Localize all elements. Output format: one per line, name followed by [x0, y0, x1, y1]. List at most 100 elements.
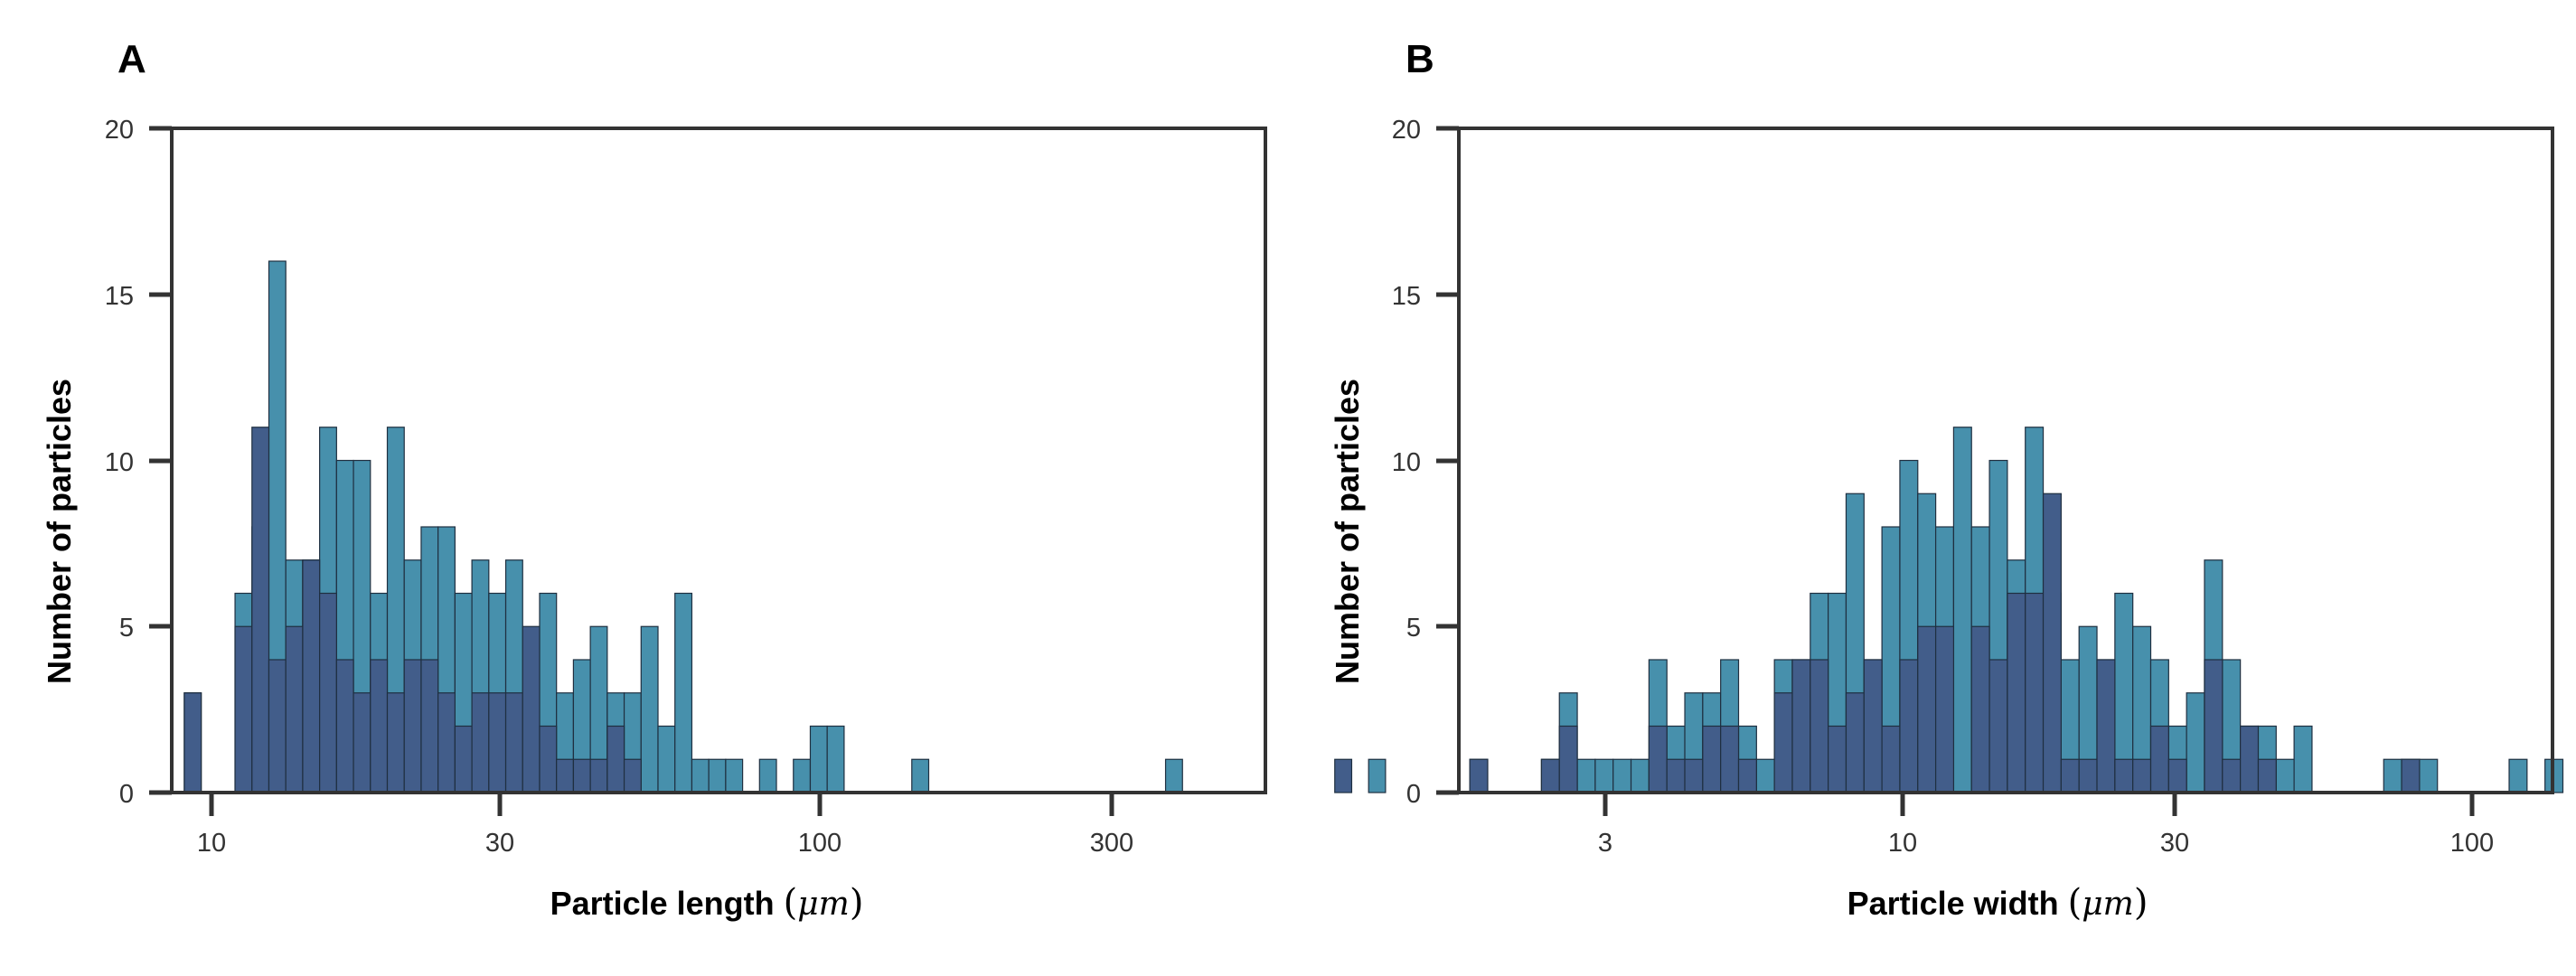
histogram-bar-subset-a	[1334, 758, 1353, 793]
histogram-bar-subset-a	[471, 692, 490, 793]
y-axis-title-a: Number of particles	[41, 379, 78, 684]
histogram-bar-subset-a	[556, 758, 575, 793]
histogram-bar-subset-a	[302, 559, 321, 793]
y-tick-label-15-a: 15	[105, 282, 134, 311]
histogram-bar-subset-b	[1773, 692, 1793, 793]
histogram-bar-subset-b	[1810, 659, 1829, 793]
y-tick-label-0-b: 0	[1406, 780, 1421, 809]
histogram-bar-subset-a	[572, 758, 591, 793]
histogram-bar-total-b	[2275, 758, 2295, 793]
x-tick-label-30-b: 30	[2160, 829, 2189, 858]
y-tick-label-5-a: 5	[119, 614, 134, 643]
histogram-bar-subset-b	[1899, 659, 1919, 793]
histogram-bar-subset-b	[1970, 625, 1990, 793]
x-axis-title-a: Particle length (μm)	[550, 882, 864, 924]
histogram-bar-subset-b	[1863, 659, 1883, 793]
histogram-bar-total-b	[2508, 758, 2528, 793]
histogram-bar-subset-a	[437, 692, 456, 793]
histogram-bar-subset-b	[2078, 758, 2098, 793]
histogram-bar-subset-b	[1684, 758, 1704, 793]
histogram-bar-subset-b	[2025, 592, 2045, 793]
histogram-bar-subset-a	[370, 659, 389, 793]
histogram-bar-total-a	[708, 758, 727, 793]
histogram-bar-subset-b	[1737, 758, 1757, 793]
x-axis-title-paren-open-b: (	[2068, 882, 2082, 924]
histogram-bar-total-b	[2383, 758, 2402, 793]
histogram-bar-subset-b	[1934, 625, 1955, 793]
histogram-bar-subset-a	[183, 692, 202, 793]
histogram-bar-subset-a	[420, 659, 439, 793]
x-axis-title-unit-a: μm	[797, 886, 850, 923]
x-ticks-a: 10 30 100 300	[197, 793, 1133, 858]
x-axis-title-paren-close-b: )	[2134, 882, 2148, 924]
y-tick-label-10-b: 10	[1392, 448, 1421, 477]
histogram-bar-total-b	[2419, 758, 2439, 793]
bars-a	[183, 260, 1387, 793]
histogram-bar-total-a	[793, 758, 812, 793]
histogram-bar-subset-b	[2204, 659, 2223, 793]
histogram-bar-subset-b	[1558, 725, 1578, 793]
histogram-bar-subset-b	[1917, 625, 1937, 793]
histogram-bar-subset-a	[319, 592, 337, 793]
x-tick-label-3-b: 3	[1598, 829, 1612, 858]
histogram-bar-subset-b	[1702, 725, 1722, 793]
histogram-bar-total-a	[758, 758, 777, 793]
y-tick-label-5-b: 5	[1406, 614, 1421, 643]
histogram-bar-subset-a	[488, 692, 507, 793]
x-axis-title-b: Particle width (μm)	[1847, 882, 2148, 924]
histogram-bar-subset-a	[353, 692, 371, 793]
x-tick-label-100-a: 100	[798, 829, 841, 858]
histogram-bar-subset-a	[589, 758, 608, 793]
histogram-bar-subset-a	[403, 659, 422, 793]
histogram-bar-subset-a	[454, 725, 473, 793]
histogram-bar-subset-b	[1988, 659, 2008, 793]
histogram-bar-total-b	[1630, 758, 1650, 793]
histogram-bar-total-a	[826, 725, 845, 793]
histogram-bar-total-b	[1594, 758, 1614, 793]
x-tick-label-10-b: 10	[1888, 829, 1917, 858]
y-ticks-b: 0 5 10 15 20	[1392, 116, 1459, 809]
histogram-bar-total-a	[911, 758, 930, 793]
x-axis-title-paren-open-a: (	[784, 882, 798, 924]
y-tick-label-0-a: 0	[119, 780, 134, 809]
histogram-bar-subset-a	[285, 625, 304, 793]
x-tick-label-300-a: 300	[1090, 829, 1133, 858]
histogram-bar-total-b	[1952, 427, 1972, 793]
histogram-bar-subset-b	[2042, 493, 2062, 793]
histogram-bar-subset-a	[268, 659, 287, 793]
panel-a: A Number of particles 0 5 10 15 20 10 30…	[41, 37, 1387, 924]
histogram-bar-total-a	[1368, 758, 1387, 793]
histogram-bar-subset-b	[1666, 758, 1686, 793]
histogram-bar-subset-b	[1828, 725, 1847, 793]
histogram-bar-total-a	[657, 725, 676, 793]
histogram-bar-subset-b	[2222, 758, 2242, 793]
histogram-bar-subset-b	[1648, 725, 1668, 793]
x-ticks-b: 3 10 30 100	[1598, 793, 2494, 858]
x-tick-label-100-b: 100	[2450, 829, 2494, 858]
histogram-bar-total-b	[1576, 758, 1596, 793]
x-axis-title-text-a: Particle length	[550, 885, 775, 922]
histogram-bar-total-a	[809, 725, 828, 793]
histogram-bar-subset-a	[504, 692, 523, 793]
y-tick-label-20-b: 20	[1392, 116, 1421, 145]
histogram-bar-subset-b	[2096, 659, 2116, 793]
histogram-bar-subset-b	[2007, 592, 2026, 793]
histogram-bar-total-a	[674, 592, 693, 793]
histogram-bar-subset-a	[606, 725, 625, 793]
histogram-bar-total-b	[2186, 692, 2205, 793]
histogram-bar-total-a	[691, 758, 710, 793]
histogram-bar-subset-b	[2257, 758, 2277, 793]
histogram-bar-subset-b	[1540, 758, 1560, 793]
histogram-bar-subset-b	[2132, 758, 2152, 793]
histogram-bar-subset-b	[2240, 725, 2260, 793]
x-axis-title-paren-close-a: )	[850, 882, 864, 924]
x-tick-label-30-a: 30	[485, 829, 514, 858]
histogram-bar-subset-a	[386, 692, 405, 793]
histogram-bar-subset-a	[335, 659, 354, 793]
y-axis-title-b: Number of particles	[1329, 379, 1366, 684]
bars-b	[1469, 427, 2564, 793]
panel-label-a: A	[118, 37, 146, 81]
histogram-bar-total-a	[640, 625, 659, 793]
histogram-bar-subset-b	[1720, 725, 1740, 793]
